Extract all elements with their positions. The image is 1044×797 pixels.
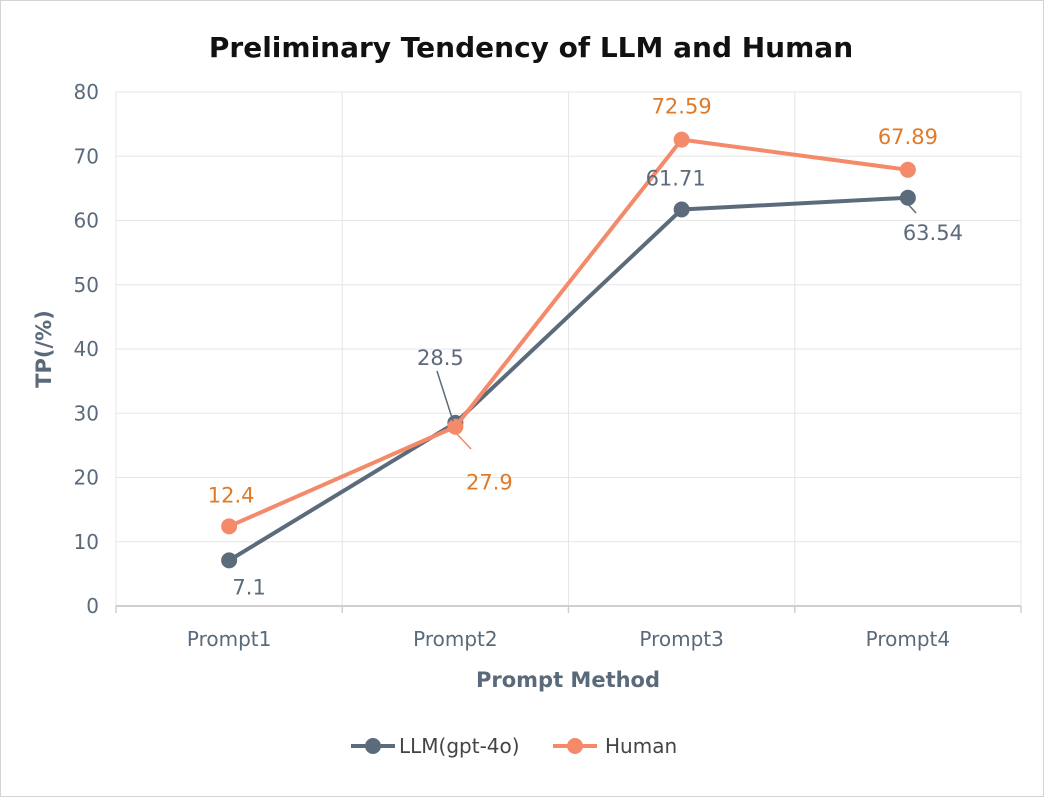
data-label-layer: 7.1 28.5 61.71 63.54 12.4 27.9 72.59 67.89 bbox=[208, 95, 963, 600]
y-tick-label: 0 bbox=[86, 594, 99, 618]
legend-swatch-marker bbox=[365, 738, 381, 754]
data-point bbox=[221, 552, 238, 569]
y-tick-label: 20 bbox=[74, 466, 99, 490]
y-tick-label: 80 bbox=[74, 80, 99, 104]
series-line-0 bbox=[227, 195, 910, 563]
x-tick-label: Prompt1 bbox=[187, 627, 271, 651]
legend-swatch-marker bbox=[567, 738, 583, 754]
chart-title: Preliminary Tendency of LLM and Human bbox=[209, 31, 853, 64]
data-point bbox=[899, 189, 916, 206]
series-layer bbox=[221, 131, 916, 569]
legend: LLM(gpt-4o) Human bbox=[351, 734, 677, 758]
data-label: 63.54 bbox=[903, 221, 963, 245]
y-tick-label: 10 bbox=[74, 530, 99, 554]
data-point bbox=[221, 518, 238, 535]
data-label-leader bbox=[906, 202, 917, 214]
x-axis-label: Prompt Method bbox=[476, 668, 660, 692]
data-label: 61.71 bbox=[646, 167, 706, 191]
data-label: 27.9 bbox=[466, 471, 513, 495]
x-tick-label: Prompt2 bbox=[413, 627, 497, 651]
x-tick-label: Prompt3 bbox=[639, 627, 723, 651]
data-label-leader bbox=[436, 370, 454, 422]
legend-label: LLM(gpt-4o) bbox=[399, 734, 520, 758]
data-label: 7.1 bbox=[232, 575, 265, 599]
data-label: 12.4 bbox=[208, 483, 255, 507]
y-axis-ticks: 0 10 20 30 40 50 60 70 80 bbox=[74, 80, 99, 618]
y-tick-label: 60 bbox=[74, 209, 99, 233]
data-label: 67.89 bbox=[878, 125, 938, 149]
y-tick-label: 50 bbox=[74, 273, 99, 297]
x-tick-label: Prompt4 bbox=[866, 627, 950, 651]
y-tick-label: 30 bbox=[74, 401, 99, 425]
data-label: 28.5 bbox=[417, 346, 464, 370]
data-label: 72.59 bbox=[652, 95, 712, 119]
series-line-1 bbox=[227, 137, 910, 529]
data-label-leader bbox=[455, 432, 472, 450]
data-point bbox=[673, 201, 690, 218]
data-point bbox=[447, 418, 464, 435]
grid-layer bbox=[115, 91, 1022, 613]
data-point bbox=[899, 161, 916, 178]
data-point bbox=[673, 131, 690, 148]
x-axis-ticks: Prompt1 Prompt2 Prompt3 Prompt4 bbox=[187, 627, 950, 651]
y-tick-label: 70 bbox=[74, 144, 99, 168]
y-tick-label: 40 bbox=[74, 337, 99, 361]
y-axis-label: TP(/%) bbox=[32, 310, 56, 388]
legend-label: Human bbox=[605, 734, 677, 758]
